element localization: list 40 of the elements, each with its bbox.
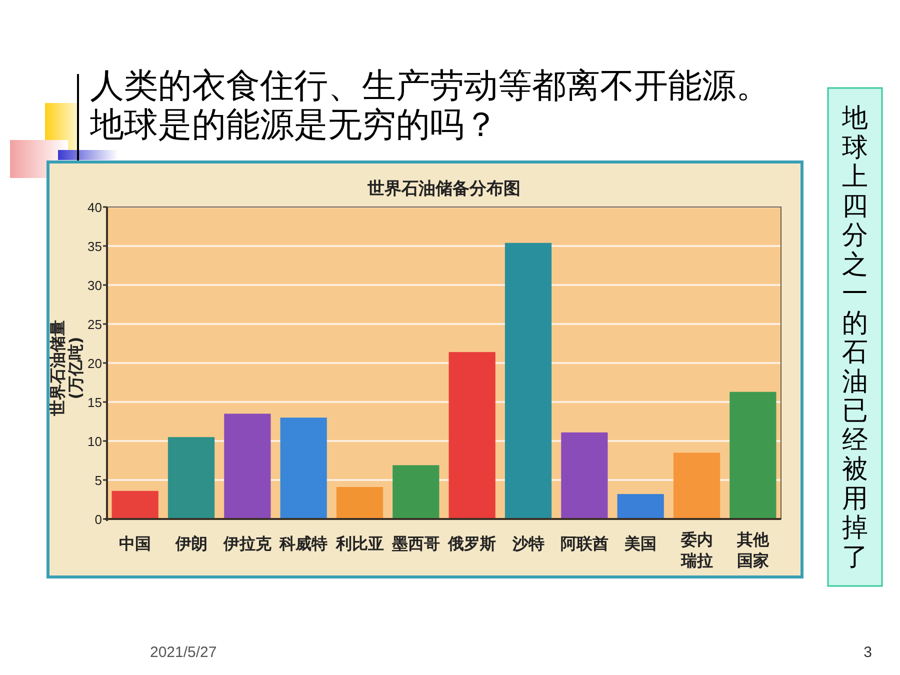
x-tick-label: 美国 [624,534,657,553]
x-tick-label: 阿联酋 [560,534,608,553]
x-tick-label: 伊拉克 [222,534,272,553]
y-tick-label: 20 [88,356,102,371]
y-tick-label: 35 [88,239,102,254]
x-tick-label: 沙特 [511,534,544,553]
bar [673,452,720,519]
y-axis-title: 世界石油储量(万亿吨) [48,320,85,417]
y-tick-label: 25 [88,317,102,332]
y-tick-label: 10 [88,434,102,449]
y-tick-label: 15 [88,395,102,410]
x-tick-label: 利比亚 [334,534,384,553]
x-tick-label: 其他国家 [736,530,770,570]
x-tick-label: 伊朗 [174,534,208,553]
y-tick-label: 0 [94,512,102,527]
bar [112,490,158,519]
bar [224,414,271,519]
chart-title: 世界石油储备分布图 [366,179,520,199]
bar [168,437,215,519]
x-tick-label: 墨西哥 [390,534,440,553]
bar [504,242,552,519]
y-tick-label: 30 [88,278,102,293]
bar [561,432,608,519]
x-tick-label: 委内瑞拉 [680,530,713,570]
text: 2021/5/27 [150,644,217,661]
text: 地球是的能源是无穷的吗？ [89,105,498,145]
bar [617,494,664,519]
bar [448,352,496,519]
bar [730,392,776,519]
text: 人类的衣食住行、生产劳动等都离不开能源。 [90,66,770,106]
x-tick-label: 俄罗斯 [447,534,496,553]
y-tick-label: 5 [94,473,102,488]
bar [392,465,440,519]
text: 地球上四分之一的石油已经被用掉了 [842,104,868,572]
bar [336,487,384,519]
text: 3 [864,644,872,661]
y-tick-label: 40 [88,200,102,215]
x-tick-label: 科威特 [278,534,328,553]
x-tick-label: 中国 [119,534,152,553]
bar [280,418,327,519]
